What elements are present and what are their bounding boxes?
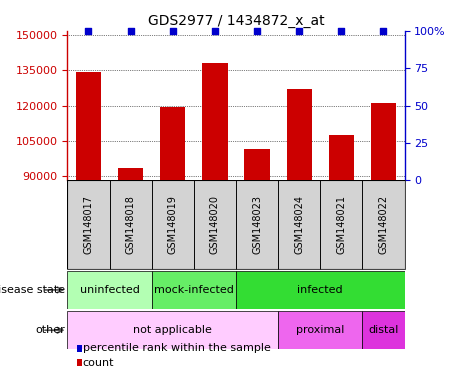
Point <box>253 28 261 34</box>
Bar <box>67 311 278 349</box>
Bar <box>152 271 236 309</box>
Point <box>85 28 92 34</box>
Bar <box>76 72 101 180</box>
Bar <box>362 180 405 269</box>
Bar <box>118 167 143 180</box>
Text: not applicable: not applicable <box>133 325 212 335</box>
Bar <box>160 107 186 180</box>
Text: disease state: disease state <box>0 285 65 295</box>
Text: GSM148022: GSM148022 <box>379 195 388 254</box>
Text: GSM148017: GSM148017 <box>84 195 93 254</box>
Point <box>169 28 177 34</box>
Text: other: other <box>35 325 65 335</box>
Bar <box>67 271 152 309</box>
Point <box>295 28 303 34</box>
Text: GSM148019: GSM148019 <box>168 195 178 254</box>
Bar <box>236 271 405 309</box>
Text: percentile rank within the sample: percentile rank within the sample <box>83 343 271 353</box>
Text: GSM148018: GSM148018 <box>126 195 136 254</box>
Bar <box>245 149 270 180</box>
Text: proximal: proximal <box>296 325 345 335</box>
Point <box>338 28 345 34</box>
Bar <box>194 180 236 269</box>
Bar <box>286 89 312 180</box>
Bar <box>152 180 194 269</box>
Bar <box>110 180 152 269</box>
Bar <box>329 135 354 180</box>
Text: count: count <box>83 358 114 368</box>
Bar <box>371 103 396 180</box>
Bar <box>236 180 278 269</box>
Bar <box>278 180 320 269</box>
Text: distal: distal <box>368 325 399 335</box>
Text: GSM148024: GSM148024 <box>294 195 304 254</box>
Title: GDS2977 / 1434872_x_at: GDS2977 / 1434872_x_at <box>148 14 324 28</box>
Text: GSM148023: GSM148023 <box>252 195 262 254</box>
Bar <box>67 180 110 269</box>
Text: infected: infected <box>298 285 343 295</box>
Text: GSM148020: GSM148020 <box>210 195 220 254</box>
Text: uninfected: uninfected <box>80 285 140 295</box>
Bar <box>320 180 362 269</box>
Bar <box>202 63 227 180</box>
Text: GSM148021: GSM148021 <box>336 195 346 254</box>
Bar <box>278 311 362 349</box>
Point <box>380 28 387 34</box>
Bar <box>362 311 405 349</box>
Point <box>211 28 219 34</box>
Text: mock-infected: mock-infected <box>154 285 234 295</box>
Point <box>127 28 134 34</box>
